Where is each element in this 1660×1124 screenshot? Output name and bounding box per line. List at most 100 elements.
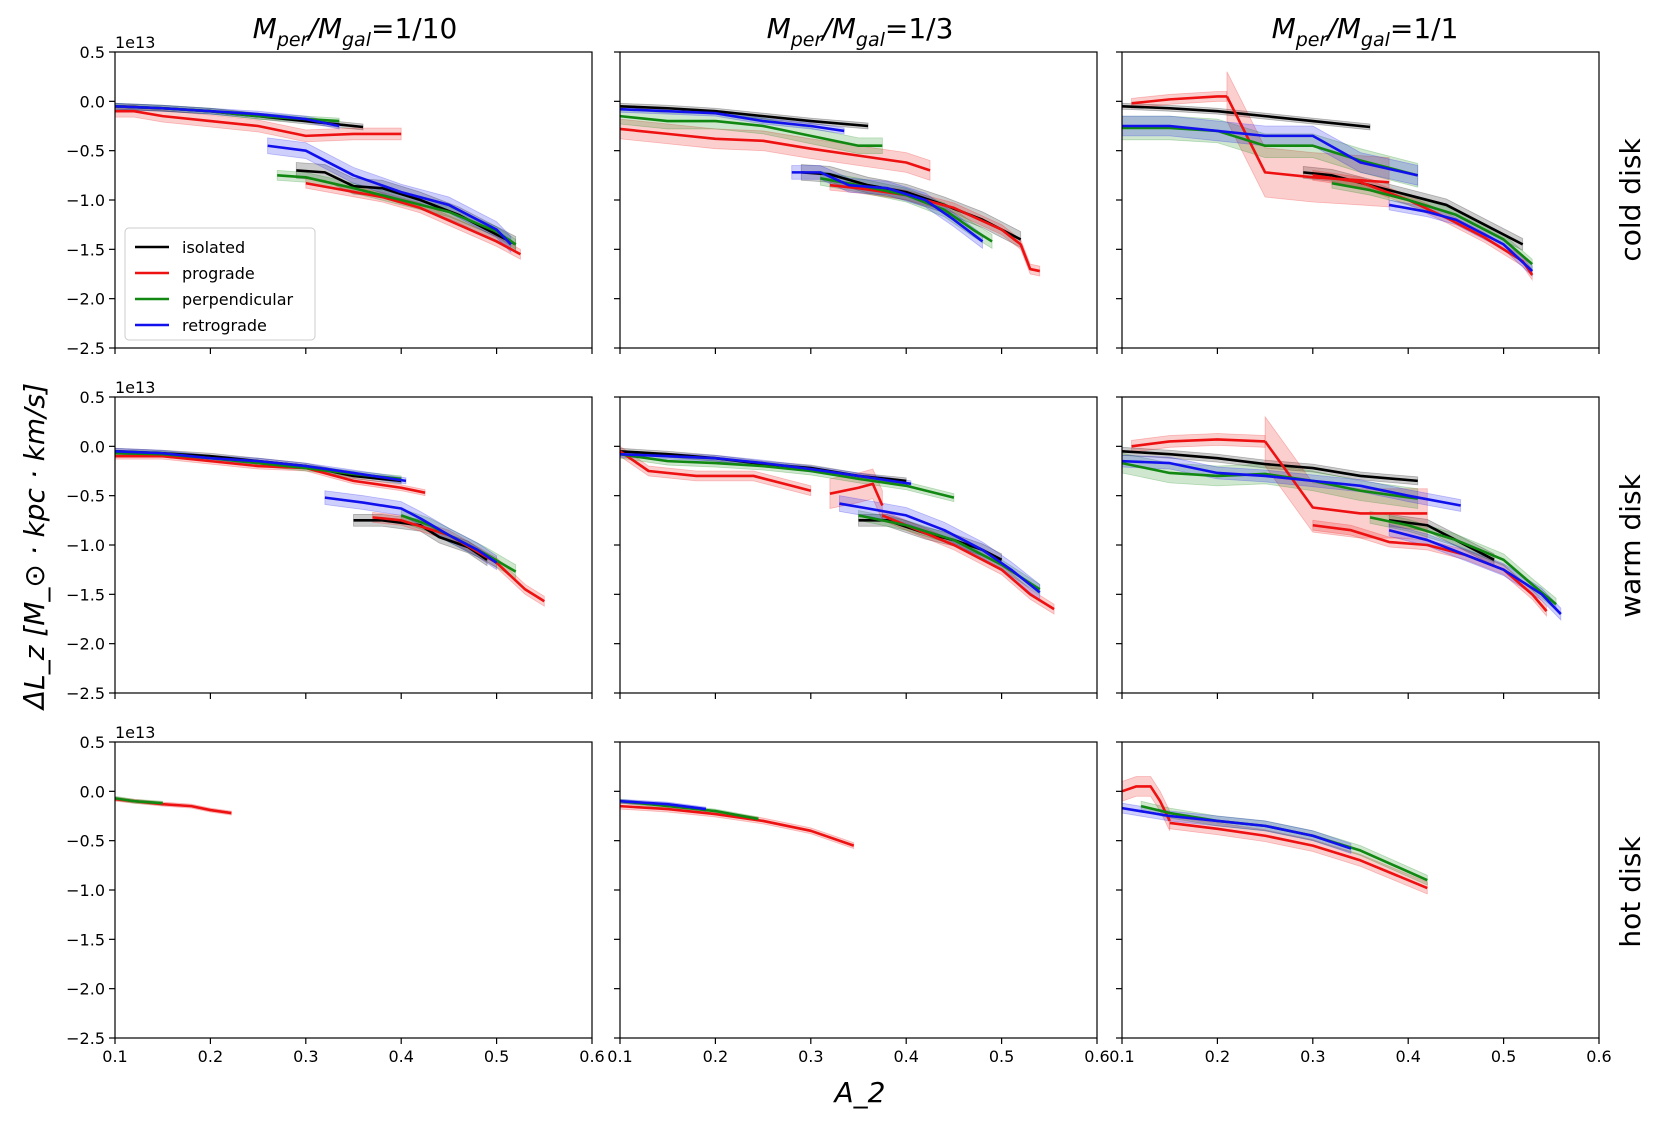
- x-tick-label: 0.4: [893, 1047, 918, 1066]
- band-prograde-1: [1169, 816, 1428, 895]
- x-tick-label: 0.2: [1205, 1047, 1230, 1066]
- series-line-isolated-1: [296, 169, 517, 246]
- band-prograde-2: [114, 104, 402, 143]
- panel-cold-disk-2: [614, 51, 1098, 354]
- series-line-retrograde-3: [1121, 806, 1352, 850]
- panel-warm-disk-2: [614, 396, 1098, 699]
- x-tick-label: 0.1: [607, 1047, 632, 1066]
- legend-label: retrograde: [182, 316, 267, 335]
- band-perpendicular-5: [1121, 115, 1419, 188]
- legend-item-isolated: isolated: [135, 238, 245, 257]
- col-title-1: Mper/Mgal=1/10: [253, 12, 458, 51]
- y-axis-label: ΔL_z [M_⊙ · kpc · km/s]: [18, 383, 51, 711]
- series-line-prograde-2: [619, 450, 812, 492]
- x-tick-label: 0.5: [484, 1047, 509, 1066]
- series-line-perpendicular-5: [820, 177, 993, 243]
- y-tick-label: −2.0: [66, 290, 105, 309]
- y-tick-label: −0.5: [66, 487, 105, 506]
- series-line-retrograde-2: [619, 799, 707, 811]
- panel-background: [620, 397, 1097, 693]
- legend-label: prograde: [182, 264, 255, 283]
- series-line-retrograde-6: [619, 107, 845, 133]
- series-line-isolated-0: [1121, 104, 1371, 129]
- x-tick-label: 0.6: [1586, 1047, 1611, 1066]
- series-line-retrograde-7: [619, 452, 912, 486]
- y-tick-label: 0.5: [80, 733, 105, 752]
- x-tick-label: 0.3: [798, 1047, 823, 1066]
- x-tick-label: 0.1: [102, 1047, 127, 1066]
- series-line-prograde-3: [372, 516, 545, 603]
- band-prograde-2: [1131, 433, 1266, 453]
- x-tick-label: 0.1: [1109, 1047, 1134, 1066]
- y-tick-label: −1.0: [66, 191, 105, 210]
- series-line-retrograde-8: [1388, 203, 1534, 272]
- panel-background: [1122, 742, 1599, 1038]
- band-perpendicular-5: [819, 170, 993, 250]
- x-tick-label: 0.2: [198, 1047, 223, 1066]
- legend-item-perpendicular: perpendicular: [135, 290, 294, 309]
- x-axis-label: A_2: [833, 1076, 886, 1109]
- series-line-perpendicular-6: [1331, 181, 1534, 266]
- y-tick-label: −2.5: [66, 1029, 105, 1048]
- series-line-retrograde-6: [114, 104, 340, 128]
- series-line-retrograde-8: [1388, 528, 1562, 615]
- y-tick-label: −2.0: [66, 635, 105, 654]
- legend-item-retrograde: retrograde: [135, 316, 267, 335]
- panel-hot-disk-3: 0.1 0.2 0.3 0.4 0.5 0.6: [1109, 741, 1612, 1066]
- y-tick-label: 0.0: [80, 92, 105, 111]
- legend-box: [124, 227, 316, 341]
- series-line-perpendicular-5: [619, 452, 955, 499]
- offset-text: 1e13: [115, 33, 155, 52]
- panel-background: [115, 397, 592, 693]
- panel-cold-disk-1: 0.5 0.0 −0.5 −1.0 −1.5 −2.0 −2.5 1e13 isolated pr…: [66, 33, 593, 358]
- panel-warm-disk-3: [1116, 396, 1600, 699]
- series-line-perpendicular-1: [114, 796, 163, 805]
- y-tick-label: −1.0: [66, 881, 105, 900]
- band-prograde-2: [619, 118, 931, 181]
- series-line-retrograde-8: [839, 502, 1041, 594]
- series-line-prograde-3: [305, 181, 522, 256]
- col-title-3: Mper/Mgal=1/1: [1272, 12, 1459, 51]
- series-line-retrograde-6: [114, 449, 407, 483]
- legend: isolated prograde perpendicular retrograde: [124, 227, 316, 341]
- y-tick-label: −1.5: [66, 240, 105, 259]
- y-tick-label: 0.5: [80, 388, 105, 407]
- x-tick-label: 0.4: [1395, 1047, 1420, 1066]
- x-tick-label: 0.6: [579, 1047, 604, 1066]
- x-tick-label: 0.5: [1491, 1047, 1516, 1066]
- x-tick-label: 0.3: [1300, 1047, 1325, 1066]
- series-line-prograde-3: [1264, 440, 1428, 515]
- row-title-cold: cold disk: [1614, 138, 1647, 262]
- offset-text: 1e13: [115, 378, 155, 397]
- panel-background: [115, 742, 592, 1038]
- series-line-prograde-0: [619, 804, 855, 847]
- y-tick-label: −2.5: [66, 339, 105, 358]
- panel-warm-disk-1: 0.5 0.0 −0.5 −1.0 −1.5 −2.0 −2.5 1e13: [66, 378, 593, 703]
- y-tick-label: −1.5: [66, 930, 105, 949]
- series-line-prograde-2: [115, 109, 402, 138]
- series-line-retrograde-7: [791, 171, 984, 243]
- series-line-prograde-1: [1169, 821, 1428, 890]
- panel-cold-disk-3: [1116, 51, 1600, 354]
- offset-text: 1e13: [115, 723, 155, 742]
- series-line-retrograde-7: [324, 496, 498, 564]
- y-tick-label: −2.0: [66, 980, 105, 999]
- panel-background: [1122, 52, 1599, 348]
- series-line-prograde-3: [829, 482, 884, 507]
- series-line-prograde-2: [115, 454, 426, 494]
- legend-label: isolated: [182, 238, 245, 257]
- series-line-perpendicular-4: [619, 114, 883, 148]
- series-line-prograde-3: [1225, 95, 1390, 184]
- x-tick-label: 0.4: [388, 1047, 413, 1066]
- band-perpendicular-5: [1121, 452, 1419, 509]
- series-line-retrograde-7: [1122, 124, 1419, 177]
- series-line-prograde-0: [1121, 785, 1171, 822]
- series-line-retrograde-7: [267, 144, 512, 246]
- y-tick-label: −0.5: [66, 832, 105, 851]
- series-line-isolated-1: [1388, 519, 1495, 561]
- series-line-isolated-0: [1121, 449, 1418, 483]
- band-perpendicular-2: [1140, 800, 1428, 886]
- panel-hot-disk-2: 0.1 0.2 0.3 0.4 0.5 0.6: [607, 741, 1110, 1066]
